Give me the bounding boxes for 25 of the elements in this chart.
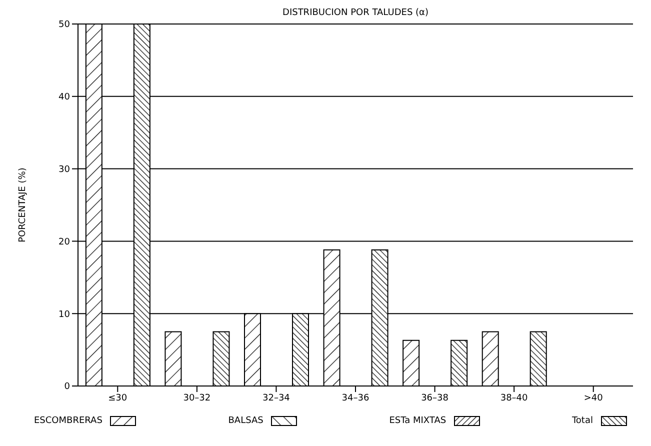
legend-label: Total <box>572 416 593 426</box>
x-tick-label: 32–34 <box>262 393 290 404</box>
legend-label: ESTa MIXTAS <box>389 416 446 426</box>
legend-label: ESCOMBRERAS <box>34 416 102 426</box>
bar <box>482 331 499 386</box>
x-tick-label: 38–40 <box>500 393 528 404</box>
bar <box>450 340 468 386</box>
x-tick-label: 30–32 <box>183 393 211 404</box>
x-tick-label: 34–36 <box>342 393 370 404</box>
bar <box>164 331 182 386</box>
x-tick-label: 36–38 <box>421 393 449 404</box>
bar <box>530 331 547 386</box>
x-tick-label: >40 <box>584 393 604 404</box>
bar <box>402 340 420 386</box>
chart-title: DISTRIBUCION POR TALUDES (α) <box>282 8 430 18</box>
x-tick-label: ≤30 <box>108 393 128 404</box>
y-tick-label: 40 <box>58 92 70 103</box>
y-tick-label: 30 <box>58 164 70 175</box>
y-tick-label: 0 <box>64 382 70 392</box>
bar <box>212 331 230 386</box>
y-tick-label: 50 <box>58 20 70 30</box>
y-tick-label: 20 <box>58 237 70 248</box>
y-tick-label: 10 <box>58 310 70 320</box>
legend-label: BALSAS <box>228 416 264 426</box>
y-axis-title: PORCENTAJE (%) <box>18 168 28 242</box>
